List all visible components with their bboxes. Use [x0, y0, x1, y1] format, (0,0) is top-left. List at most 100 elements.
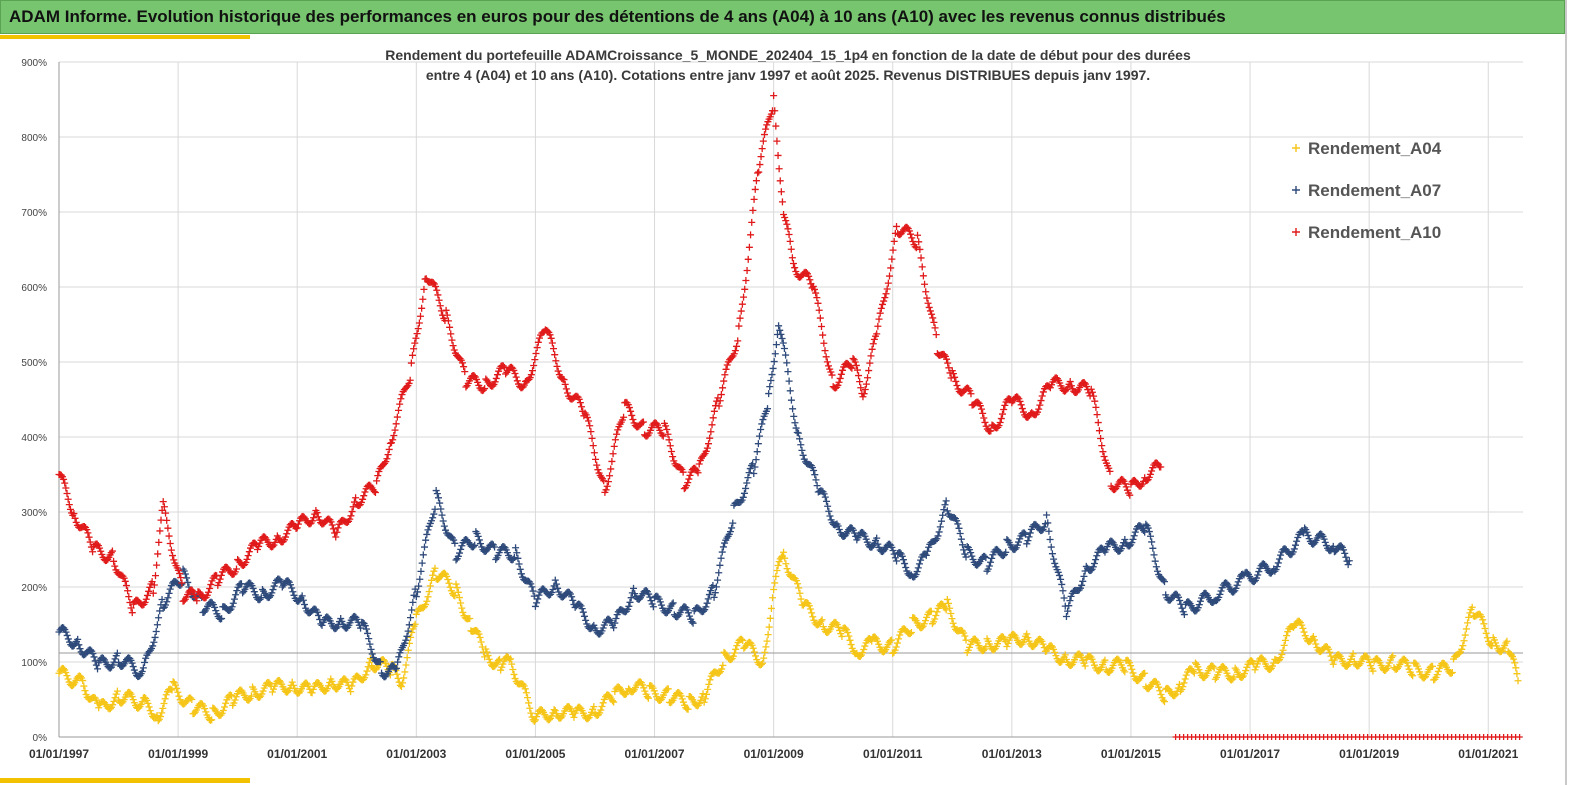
data-point — [568, 707, 576, 715]
data-point — [650, 687, 658, 695]
data-point — [128, 659, 136, 667]
data-point — [940, 351, 948, 359]
data-point — [811, 285, 818, 293]
data-point — [822, 353, 830, 361]
data-point — [977, 405, 985, 413]
data-point — [479, 386, 487, 394]
data-point — [759, 416, 767, 424]
data-point — [402, 661, 410, 669]
data-point — [714, 576, 722, 584]
series-Rendement_A07 — [55, 322, 1353, 681]
data-point — [738, 635, 746, 643]
data-point — [630, 584, 638, 592]
data-point — [1434, 667, 1442, 675]
data-point — [806, 276, 814, 284]
data-point — [747, 231, 755, 239]
data-point — [384, 451, 392, 459]
data-point — [640, 684, 648, 692]
data-point — [452, 556, 460, 564]
data-point — [422, 601, 430, 609]
data-point — [776, 177, 784, 185]
data-point — [860, 645, 868, 653]
data-point — [513, 377, 521, 385]
data-point — [914, 564, 922, 572]
data-point — [766, 383, 774, 391]
data-point — [1000, 406, 1008, 414]
data-point — [507, 655, 515, 663]
data-point — [130, 666, 138, 674]
data-point — [748, 641, 756, 649]
data-point — [1321, 538, 1329, 546]
data-point — [779, 339, 787, 347]
data-point — [607, 465, 615, 473]
data-point — [448, 336, 456, 344]
data-point — [608, 457, 616, 465]
data-point — [928, 310, 936, 318]
data-point — [470, 543, 478, 551]
data-point — [1050, 645, 1058, 653]
data-point — [857, 384, 865, 392]
data-point — [449, 342, 457, 350]
data-point — [625, 602, 633, 610]
data-point — [553, 362, 561, 370]
data-point — [797, 441, 805, 449]
data-point — [165, 532, 173, 540]
data-point — [756, 161, 764, 169]
data-point — [956, 530, 964, 538]
data-point — [1089, 658, 1097, 666]
data-point — [629, 415, 637, 423]
data-point — [1001, 401, 1009, 409]
data-point — [952, 377, 960, 385]
data-point — [967, 549, 975, 557]
data-point — [600, 477, 608, 485]
data-point — [782, 217, 790, 225]
data-point — [290, 591, 298, 599]
data-point — [417, 312, 425, 320]
data-point — [874, 637, 882, 645]
data-point — [536, 334, 544, 342]
data-point — [1095, 667, 1103, 675]
data-point — [915, 560, 923, 568]
data-point — [1157, 690, 1165, 698]
data-point — [150, 638, 158, 646]
data-point — [284, 577, 292, 585]
data-point — [1273, 563, 1281, 571]
data-point — [845, 632, 853, 640]
data-point — [987, 558, 995, 566]
data-point — [1079, 577, 1087, 585]
data-point — [1094, 419, 1102, 427]
data-point — [729, 519, 737, 527]
data-point — [412, 593, 420, 601]
data-point — [859, 649, 867, 657]
data-point — [403, 654, 411, 662]
data-point — [981, 418, 989, 426]
data-point — [625, 404, 633, 412]
data-point — [1128, 665, 1136, 673]
data-point — [835, 378, 843, 386]
data-point — [515, 560, 523, 568]
data-point — [670, 457, 678, 465]
data-point — [245, 548, 253, 556]
data-point — [1311, 636, 1319, 644]
data-point — [643, 693, 651, 701]
data-point — [135, 704, 143, 712]
data-point — [183, 574, 191, 582]
data-point — [427, 576, 435, 584]
data-point — [896, 549, 904, 557]
data-point — [512, 544, 520, 552]
data-point — [743, 479, 751, 487]
data-point — [818, 323, 826, 331]
data-point — [594, 466, 602, 474]
data-point — [138, 698, 146, 706]
y-tick-label: 700% — [21, 208, 47, 219]
x-tick-label: 01/01/2007 — [624, 747, 684, 761]
data-point — [113, 687, 121, 695]
data-point — [1479, 616, 1487, 624]
data-point — [146, 583, 154, 591]
data-point — [445, 579, 453, 587]
data-point — [394, 658, 402, 666]
data-point — [1196, 597, 1204, 605]
data-point — [936, 523, 944, 531]
data-point — [283, 530, 291, 538]
data-point — [855, 372, 863, 380]
